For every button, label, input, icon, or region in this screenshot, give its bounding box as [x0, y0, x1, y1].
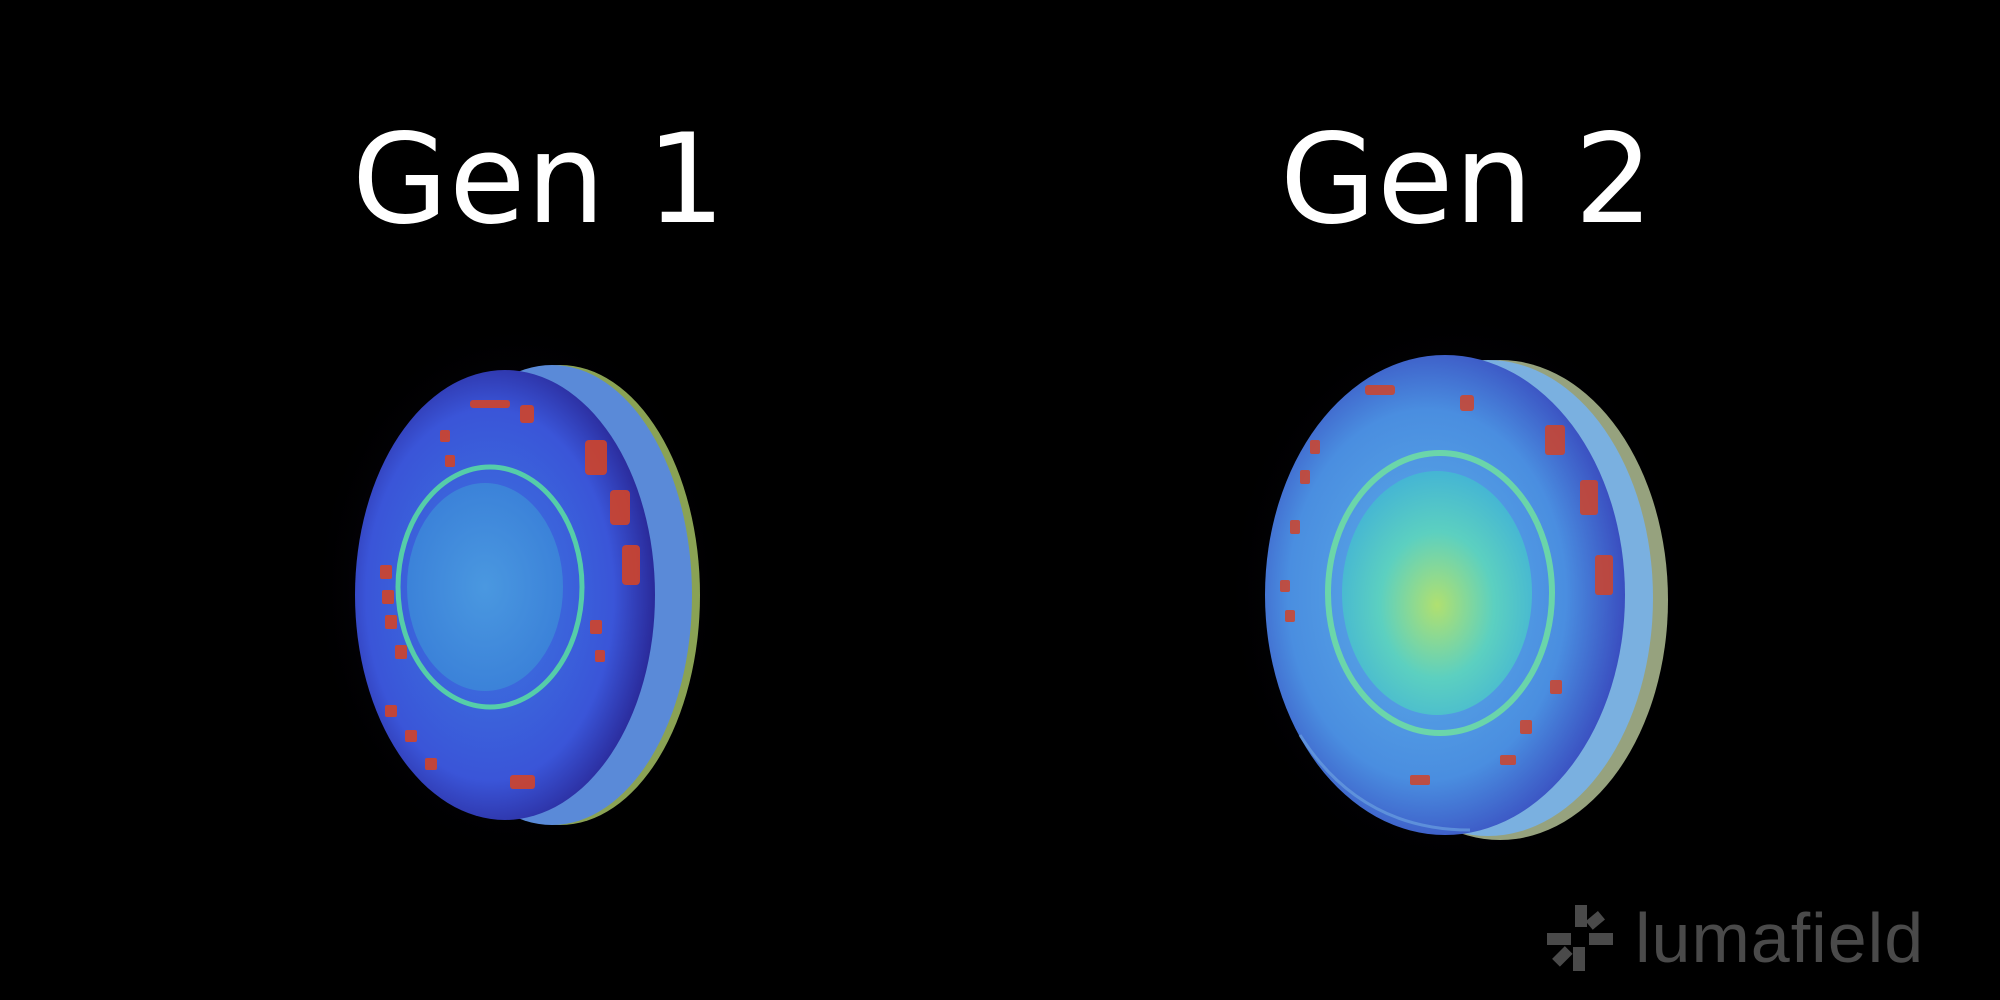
gen-2-earbud-scan	[1217, 298, 1697, 888]
gen-2-title: Gen 2	[1280, 108, 1655, 252]
lumafield-logo-icon	[1547, 904, 1613, 971]
gen-1-title: Gen 1	[352, 108, 727, 252]
gen-1-earbud-scan	[305, 310, 735, 870]
lumafield-logo: lumafield	[1545, 900, 1924, 975]
lumafield-wordmark: lumafield	[1635, 898, 1925, 977]
